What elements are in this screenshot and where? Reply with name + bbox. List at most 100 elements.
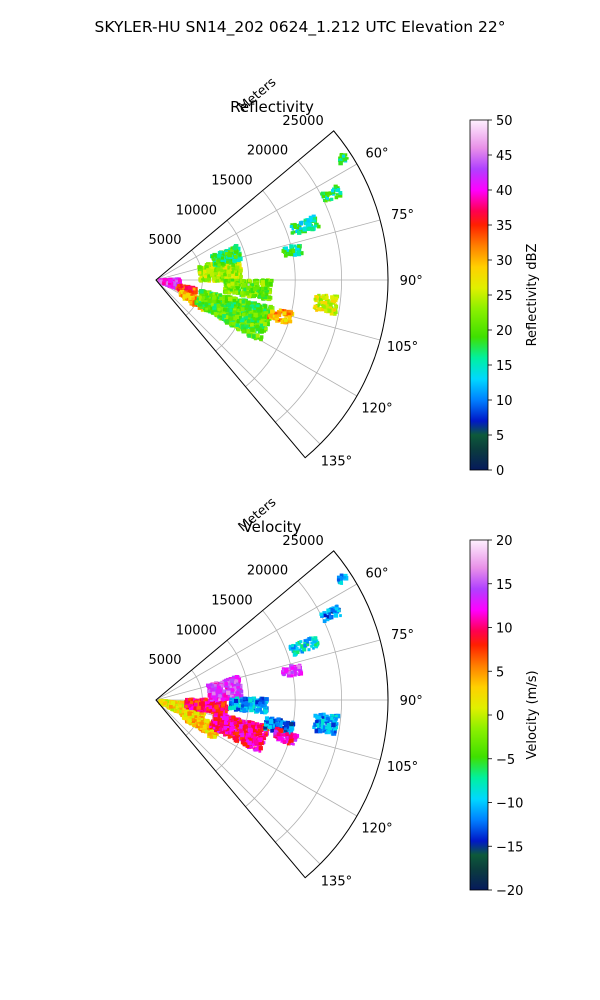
radial-gridline	[245, 190, 296, 387]
echo-gate	[236, 257, 241, 262]
echo-gate	[208, 705, 213, 710]
colorbar-gradient	[469, 119, 489, 471]
echo-gate	[230, 281, 235, 286]
echo-gate	[212, 734, 217, 739]
echo-gate	[217, 308, 221, 312]
echo-gate	[172, 281, 177, 286]
echo-gate	[240, 741, 244, 745]
echo-gate	[212, 253, 216, 257]
echo-gate	[235, 265, 240, 270]
echo-gate	[231, 321, 236, 326]
echo-gate	[240, 704, 245, 708]
echo-gate	[244, 322, 248, 326]
echo-gate	[187, 711, 192, 716]
echo-gate	[220, 261, 225, 266]
echo-gate	[231, 724, 236, 729]
echo-gate	[162, 278, 167, 283]
echo-gate	[179, 709, 183, 714]
echo-gate	[232, 298, 237, 303]
echo-gate	[264, 733, 268, 737]
echo-gate	[250, 317, 255, 323]
echo-gate	[189, 709, 194, 713]
echo-gate	[262, 723, 265, 727]
echo-gate	[330, 299, 334, 303]
echo-gate	[239, 699, 243, 703]
echo-gate	[260, 710, 264, 715]
echo-gate	[223, 728, 228, 733]
echo-gate	[211, 265, 215, 269]
echo-gate	[272, 314, 276, 318]
echo-gate	[233, 316, 238, 321]
echo-gate	[231, 269, 234, 272]
echo-gate	[216, 729, 220, 733]
echo-gate	[216, 273, 221, 278]
echo-gate	[205, 729, 209, 733]
echo-gate	[195, 723, 200, 729]
echo-gate	[326, 194, 330, 197]
echo-gate	[236, 690, 240, 694]
chart-title: Velocity	[243, 518, 302, 536]
echo-gate	[322, 194, 326, 199]
echo-gate	[233, 281, 238, 286]
echo-gate	[220, 277, 225, 281]
echo-gate	[222, 710, 228, 715]
echo-gate	[277, 310, 282, 315]
echo-gate	[315, 308, 319, 312]
echo-gate	[258, 749, 262, 753]
echo-gate	[228, 296, 233, 302]
echo-gate	[302, 227, 307, 232]
echo-gate	[228, 706, 233, 711]
echo-gate	[259, 320, 263, 324]
echo-gate	[313, 304, 318, 309]
echo-gate	[239, 694, 244, 698]
echo-gate	[212, 257, 216, 261]
echo-gate	[238, 315, 242, 319]
echo-gate	[237, 291, 240, 295]
echo-gate	[250, 721, 255, 726]
echo-gate	[207, 306, 211, 310]
echo-gate	[209, 735, 214, 739]
echo-gate	[219, 713, 223, 717]
echo-gate	[211, 310, 216, 315]
echo-layer	[158, 573, 349, 753]
echo-gate	[328, 191, 333, 196]
echo-gate	[283, 249, 287, 252]
radial-gridline	[245, 610, 296, 807]
echo-gate	[203, 269, 207, 274]
echo-gate	[193, 702, 198, 707]
echo-gate	[255, 730, 259, 734]
echo-gate	[228, 283, 232, 287]
echo-gate	[220, 302, 225, 308]
echo-gate	[225, 280, 229, 284]
echo-gate	[221, 253, 225, 257]
echo-gate	[324, 295, 329, 300]
echo-gate	[259, 698, 262, 701]
echo-gate	[253, 312, 258, 318]
echo-gate	[238, 283, 242, 287]
echo-gate	[220, 257, 225, 263]
echo-gate	[221, 682, 225, 686]
echo-gate	[289, 311, 293, 315]
echo-gate	[239, 719, 242, 722]
echo-gate	[193, 698, 196, 701]
echo-gate	[255, 728, 259, 732]
echo-gate	[338, 191, 343, 195]
echo-gate	[204, 292, 209, 297]
echo-gate	[227, 288, 232, 293]
colorbar-tick-label: 30	[496, 254, 513, 269]
echo-gate	[292, 252, 297, 257]
echo-gate	[204, 697, 208, 702]
echo-gate	[224, 319, 230, 324]
echo-gate	[247, 334, 251, 338]
echo-gate	[251, 334, 257, 339]
angle-tick-label: 120°	[361, 402, 392, 417]
echo-gate	[324, 199, 328, 203]
echo-gate	[201, 701, 205, 706]
echo-gate	[184, 705, 188, 708]
echo-gate	[242, 696, 247, 701]
echo-gate	[213, 309, 218, 314]
echo-gate	[231, 697, 236, 702]
echo-gate	[232, 730, 235, 733]
echo-gate	[233, 679, 239, 684]
echo-gate	[202, 271, 206, 275]
